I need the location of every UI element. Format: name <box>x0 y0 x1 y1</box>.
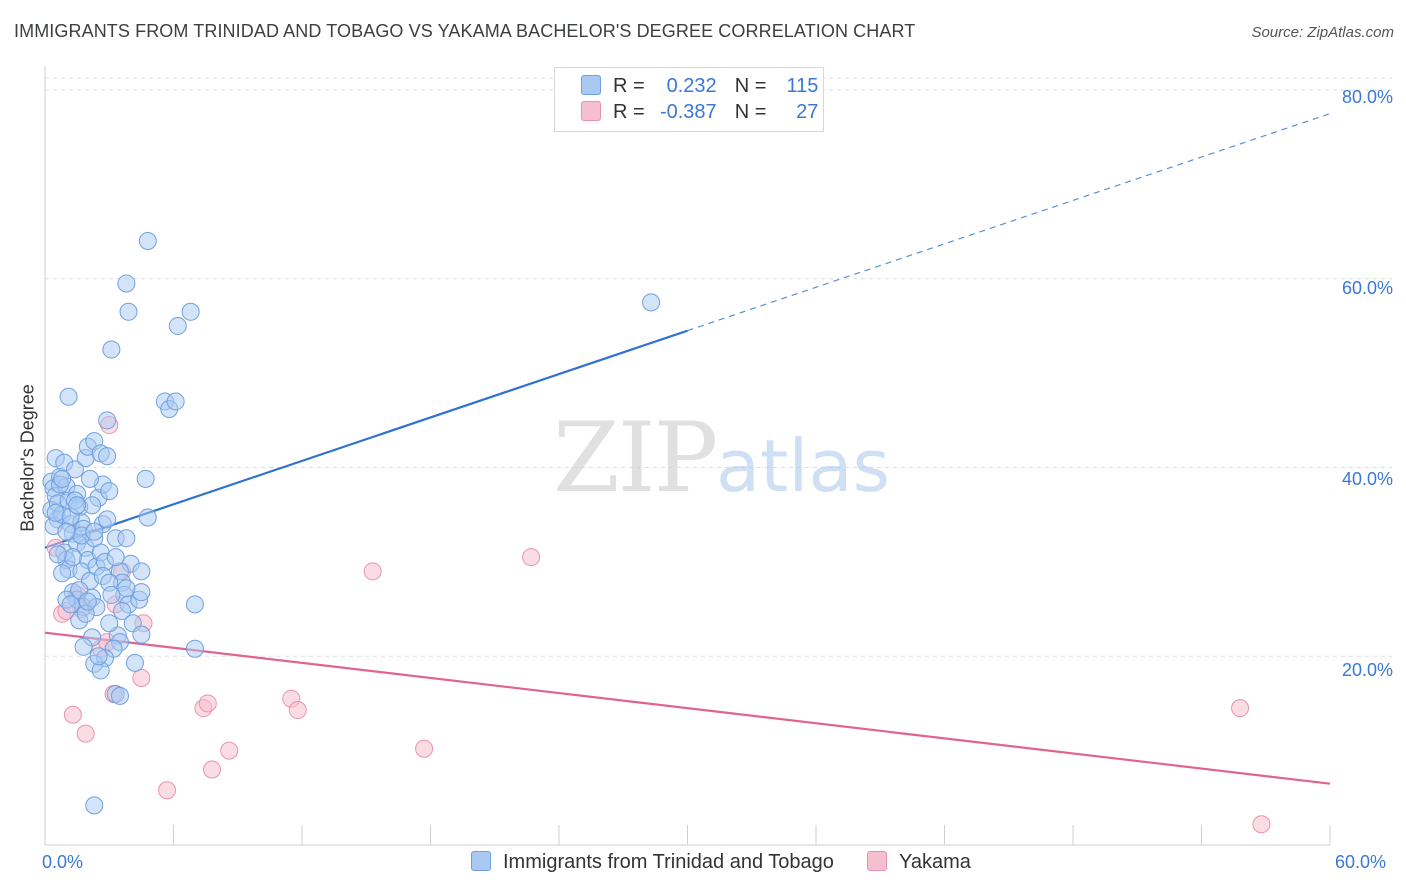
legend-item-yakama: Yakama <box>867 851 971 874</box>
legend-row-pink: R = -0.387 N = 27 <box>581 101 818 127</box>
data-point-trinidad <box>85 522 104 541</box>
data-point-trinidad <box>117 579 136 598</box>
legend-r-label: R = <box>613 75 645 97</box>
legend-item-label: Yakama <box>899 851 971 873</box>
y-axis-label: Bachelor's Degree <box>17 384 38 532</box>
data-point-trinidad <box>138 232 157 250</box>
data-point-yakama <box>1231 699 1250 718</box>
legend-r-value: -0.387 <box>659 101 717 123</box>
grid-lines <box>45 77 1392 657</box>
data-point-trinidad <box>98 411 117 430</box>
y-tick-label-20: 20.0% <box>1341 660 1393 680</box>
watermark-zip: ZIP <box>553 402 716 514</box>
data-point-yakama <box>363 562 382 581</box>
source-text: Source: ZipAtlas.com <box>1251 24 1394 41</box>
data-point-trinidad <box>113 601 132 620</box>
data-point-trinidad <box>65 460 84 479</box>
legend-n-value: 115 <box>786 75 819 97</box>
data-point-trinidad <box>102 340 121 359</box>
data-point-yakama <box>76 724 95 743</box>
data-point-trinidad <box>98 510 117 529</box>
data-points <box>42 232 1271 834</box>
legend-n-label: N = <box>734 101 767 123</box>
data-point-trinidad <box>83 496 102 515</box>
pink-swatch <box>581 101 601 121</box>
data-point-yakama <box>63 705 82 724</box>
y-tick-label-40: 40.0% <box>1341 469 1393 489</box>
data-point-yakama <box>415 739 434 758</box>
y-tick-label-80: 80.0% <box>1341 87 1393 107</box>
trend-line-yakama <box>44 631 1331 785</box>
data-point-trinidad <box>106 548 125 567</box>
trend-line-trinidad-extension <box>687 113 1331 332</box>
data-point-yakama <box>203 760 222 779</box>
legend-item-label: Immigrants from Trinidad and Tobago <box>503 851 834 873</box>
data-point-trinidad <box>168 316 187 335</box>
data-point-trinidad <box>61 595 80 614</box>
data-point-yakama <box>220 741 239 760</box>
data-point-trinidad <box>136 469 155 488</box>
data-point-trinidad <box>132 583 151 602</box>
legend-n-label: N = <box>734 75 767 97</box>
data-point-trinidad <box>80 469 99 488</box>
data-point-yakama <box>1252 815 1271 834</box>
data-point-trinidad <box>117 274 136 293</box>
data-point-trinidad <box>119 302 138 321</box>
legend-item-trinidad: Immigrants from Trinidad and Tobago <box>471 851 834 874</box>
legend-r-value: 0.232 <box>666 75 717 97</box>
chart-title: IMMIGRANTS FROM TRINIDAD AND TOBAGO VS Y… <box>14 21 916 41</box>
watermark-atlas: atlas <box>716 424 890 508</box>
data-point-trinidad <box>53 469 72 488</box>
data-point-trinidad <box>100 482 119 501</box>
data-point-trinidad <box>89 647 108 666</box>
axes <box>44 66 1331 846</box>
data-point-trinidad <box>57 522 76 541</box>
data-point-trinidad <box>68 496 87 515</box>
data-point-trinidad <box>85 796 104 815</box>
data-point-trinidad <box>132 562 151 581</box>
data-point-trinidad <box>642 293 661 312</box>
data-point-trinidad <box>59 387 78 406</box>
data-point-yakama <box>198 694 217 713</box>
data-point-trinidad <box>185 639 204 658</box>
blue-swatch <box>471 851 491 871</box>
data-point-trinidad <box>63 548 82 567</box>
data-point-trinidad <box>74 637 93 656</box>
data-point-trinidad <box>78 592 97 611</box>
x-tick-label-max: 60.0% <box>1335 852 1387 872</box>
blue-swatch <box>581 75 601 95</box>
data-point-trinidad <box>181 302 200 321</box>
data-point-trinidad <box>166 392 185 411</box>
data-point-yakama <box>288 701 307 720</box>
data-point-trinidad <box>102 585 121 604</box>
pink-swatch <box>867 851 887 871</box>
stats-legend: R = 0.232 N = 115 R = -0.387 N = 27 <box>554 67 824 132</box>
data-point-trinidad <box>132 625 151 644</box>
data-point-trinidad <box>185 595 204 614</box>
legend-row-blue: R = 0.232 N = 115 <box>581 75 818 101</box>
data-point-trinidad <box>110 686 129 705</box>
data-point-trinidad <box>53 564 72 583</box>
data-point-trinidad <box>48 545 67 564</box>
data-point-trinidad <box>117 529 136 548</box>
y-tick-label-60: 60.0% <box>1341 278 1393 298</box>
data-point-trinidad <box>125 653 144 672</box>
data-point-trinidad <box>98 447 117 466</box>
data-point-trinidad <box>138 508 157 527</box>
data-point-yakama <box>158 781 177 800</box>
data-point-trinidad <box>100 614 119 633</box>
x-tick-label-min: 0.0% <box>42 852 84 872</box>
data-point-trinidad <box>46 503 65 522</box>
legend-r-label: R = <box>613 101 645 123</box>
data-point-yakama <box>522 548 541 567</box>
data-point-yakama <box>132 668 151 687</box>
legend-n-value: 27 <box>796 101 819 123</box>
